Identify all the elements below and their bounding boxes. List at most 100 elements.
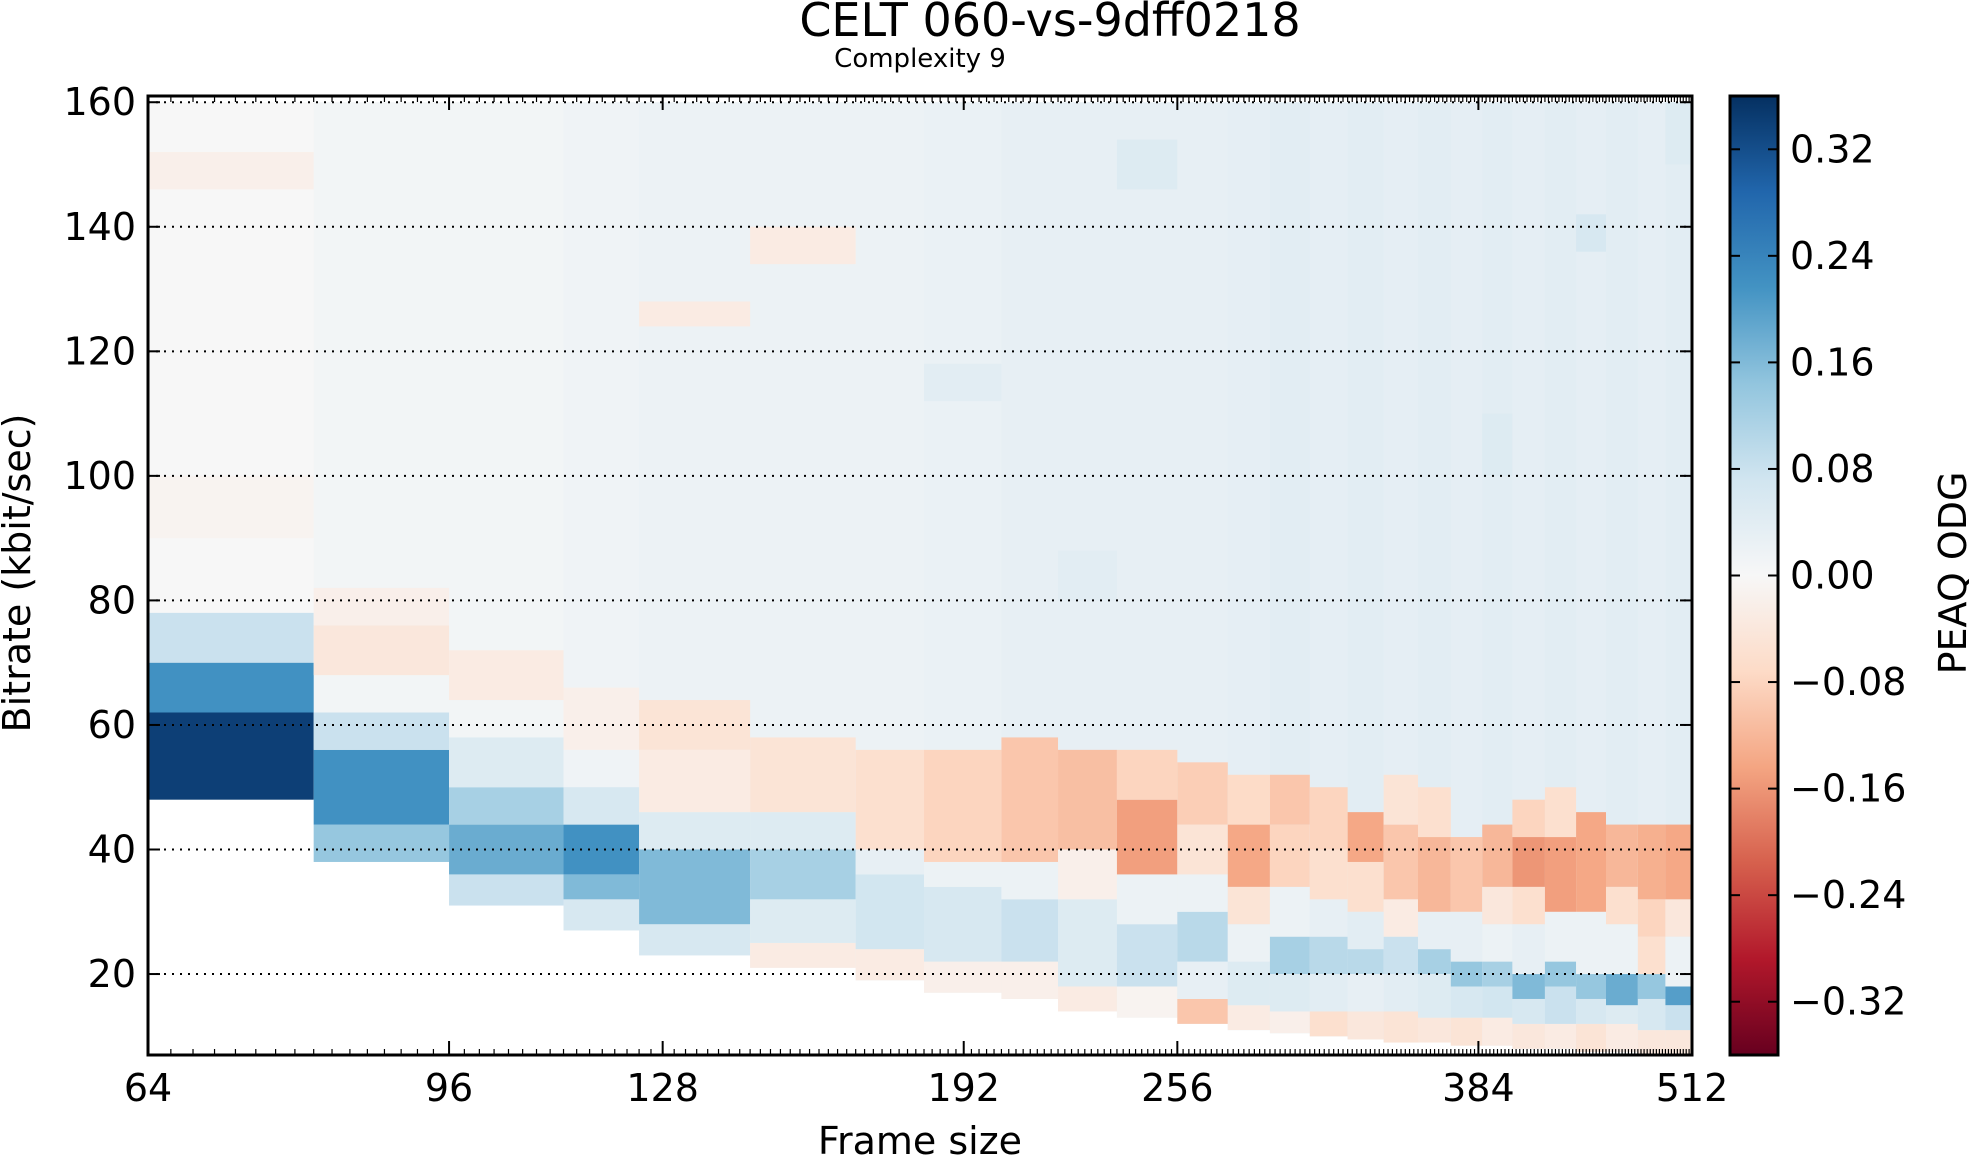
- heatmap-cell-22-1: [1576, 998, 1607, 1024]
- heatmap-cell-7-4: [924, 363, 1003, 402]
- heatmap-cell-21-0: [1544, 1023, 1577, 1049]
- heatmap-cell-17-5: [1417, 787, 1452, 838]
- heatmap-cell-4-2: [639, 812, 751, 850]
- y-tick-label-60: 60: [88, 703, 136, 747]
- axes: 20 40 60 80 100 120 140 160 64 96 128 192 256 384 512: [63, 80, 1728, 1110]
- heatmap-cell-19-6: [1482, 413, 1514, 476]
- heatmap-cell-1-4: [313, 587, 450, 626]
- heatmap-cell-9-2: [1058, 849, 1118, 900]
- heatmap-cell-9-1: [1058, 899, 1118, 987]
- heatmap-cell-25-6: [1665, 102, 1693, 165]
- y-axis-label: Bitrate (kbit/sec): [0, 414, 39, 733]
- heatmap-cell-11-3: [1177, 874, 1229, 912]
- heatmap-cell-14-1: [1309, 974, 1349, 1012]
- heatmap-cell-21-4: [1544, 837, 1577, 912]
- heatmap-cell-16-3: [1383, 899, 1419, 937]
- heatmap-cell-10-2: [1116, 874, 1178, 925]
- heatmap-cell-25-5: [1665, 824, 1693, 900]
- heatmap-cell-24-3: [1637, 936, 1667, 975]
- heatmap-cell-2-0: [449, 874, 565, 906]
- heatmap-cell-25-0: [1665, 1030, 1693, 1055]
- heatmap-cell-5-3: [750, 812, 857, 850]
- colorbar-tick-label-3: 0.08: [1790, 447, 1875, 491]
- colorbar-tick-label-7: −0.24: [1790, 873, 1906, 917]
- colorbar: 0.32 0.24 0.16 0.08 0.00 −0.08 −0.16 −0.24 −0.32: [1728, 94, 1906, 1057]
- heatmap-cell-25-4: [1665, 899, 1693, 937]
- heatmap-cell-9-3: [1058, 749, 1118, 850]
- heatmap-cell-11-4: [1177, 824, 1229, 875]
- x-axis-label: Frame size: [818, 1119, 1022, 1157]
- chart-subtitle: Complexity 9: [834, 44, 1006, 74]
- heatmap-cell-12-0: [1227, 1005, 1271, 1031]
- heatmap-cell-18-2: [1450, 961, 1483, 987]
- heatmap-cell-15-4: [1347, 861, 1385, 912]
- heatmap-cell-17-2: [1417, 949, 1452, 975]
- heatmap-cell-13-0: [1269, 1011, 1311, 1034]
- heatmap-cell-18-3: [1450, 911, 1483, 962]
- heatmap-cell-24-4: [1637, 899, 1667, 937]
- heatmap-cell-13-3: [1269, 886, 1311, 937]
- heatmap-cell-7-0: [924, 961, 1003, 993]
- heatmap-cell-7-1: [924, 886, 1003, 962]
- x-tick-label-96: 96: [425, 1066, 473, 1110]
- heatmap-cell-3-4: [563, 687, 640, 750]
- heatmap-cell-25-2: [1665, 986, 1693, 1006]
- heatmap-cell-18-0: [1450, 1017, 1483, 1046]
- heatmap-cell-15-5: [1347, 812, 1385, 862]
- x-tick-label-192: 192: [927, 1066, 1000, 1110]
- heatmap-cell-22-0: [1576, 1023, 1607, 1052]
- heatmap-cell-2-3: [449, 737, 565, 788]
- heatmap-cell-18-1: [1450, 986, 1483, 1018]
- heatmap-cell-13-1: [1269, 974, 1311, 1012]
- heatmap-cell-0-0: [148, 712, 315, 800]
- heatmap-cell-1-1: [313, 749, 450, 825]
- heatmap-cell-5-1: [750, 899, 857, 943]
- heatmap-cell-15-1: [1347, 974, 1385, 1012]
- y-tick-label-160: 160: [63, 80, 136, 124]
- heatmap-cell-11-1: [1177, 961, 1229, 999]
- heatmap-cell-16-4: [1383, 824, 1419, 900]
- heatmap-cell-15-0: [1347, 1011, 1385, 1040]
- heatmap-cell-7-2: [924, 861, 1003, 887]
- heatmap-cell-20-2: [1512, 974, 1546, 999]
- heatmap-cell-23-5: [1605, 824, 1639, 887]
- colorbar-tick-label-0: 0.32: [1790, 127, 1875, 171]
- heatmap-cell-12-2: [1227, 924, 1271, 962]
- heatmap-cell-19-0: [1482, 1017, 1514, 1046]
- heatmap-cell-24-1: [1637, 998, 1667, 1031]
- heatmap-cell-24-2: [1637, 974, 1667, 999]
- heatmap-cell-25-1: [1665, 1005, 1693, 1031]
- plot-frame: [146, 94, 1694, 1057]
- heatmap-cell-13-2: [1269, 936, 1311, 975]
- heatmap-cell-2-4: [449, 650, 565, 701]
- colorbar-tick-label-1: 0.24: [1790, 234, 1875, 278]
- heatmap-cell-6-3: [855, 749, 925, 850]
- heatmap-cell-15-3: [1347, 911, 1385, 950]
- heatmap-cell-17-1: [1417, 974, 1452, 1018]
- heatmap-cell-19-2: [1482, 961, 1514, 987]
- heatmap-cell-16-1: [1383, 974, 1419, 1012]
- heatmap-cell-3-1: [563, 874, 640, 900]
- heatmap-cell-22-2: [1576, 974, 1607, 999]
- heatmap-cell-9-0: [1058, 986, 1118, 1012]
- heatmap-cell-13-4: [1269, 824, 1311, 887]
- heatmap-cell-5-4: [750, 737, 857, 813]
- heatmap-cell-8-2: [1001, 861, 1059, 900]
- heatmap-cell-24-0: [1637, 1030, 1667, 1055]
- heatmap-cell-0-4: [148, 475, 315, 539]
- chart-title: CELT 060-vs-9dff0218: [799, 0, 1300, 47]
- heatmap-cell-23-2: [1605, 974, 1639, 1006]
- heatmap-cell-3-2: [563, 824, 640, 875]
- heatmap-cell-6-0: [855, 949, 925, 981]
- heatmap-cell-22-5: [1576, 214, 1607, 252]
- heatmap-cell-14-3: [1309, 899, 1349, 937]
- colorbar-tick-label-8: −0.32: [1790, 980, 1906, 1024]
- heatmap-cell-8-0: [1001, 961, 1059, 999]
- x-tick-label-256: 256: [1141, 1066, 1214, 1110]
- heatmap-cell-23-3: [1605, 924, 1639, 975]
- y-tick-label-140: 140: [63, 205, 136, 249]
- heatmap-cell-0-1: [148, 662, 315, 713]
- heatmap-cell-19-4: [1482, 886, 1514, 925]
- grid-lines: [148, 101, 1692, 976]
